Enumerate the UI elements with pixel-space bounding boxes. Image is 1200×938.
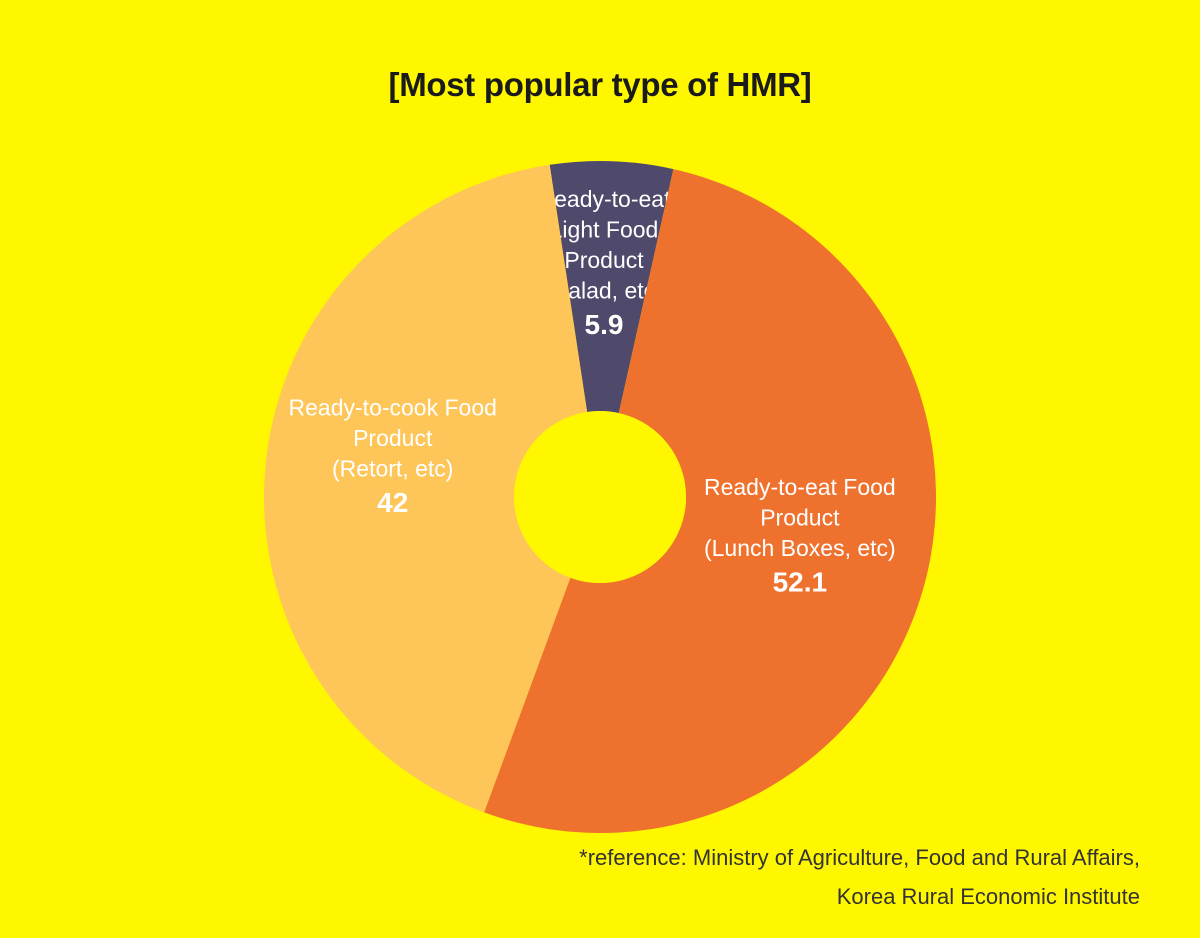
pie-slice-2 [484, 169, 937, 834]
slice-label-2: Ready-to-eat Food Product (Lunch Boxes, et… [704, 474, 896, 598]
slice-value-label: 52.1 [773, 567, 828, 598]
slice-label-line: (Lunch Boxes, etc) [704, 535, 896, 561]
reference-line-2: Korea Rural Economic Institute [836, 884, 1140, 909]
pie-slice-3 [264, 164, 588, 813]
slice-label-line: Product [353, 425, 433, 451]
slice-label-line: Product [564, 247, 644, 273]
slice-value-label: 5.9 [585, 309, 624, 340]
slice-label-line: Ready-to-cook Food [289, 394, 497, 420]
slice-label-line: (Retort, etc) [332, 455, 453, 481]
chart-title: [Most popular type of HMR] [388, 66, 812, 103]
slice-label-3: Ready-to-cook Food Product (Retort, etc) 42 [289, 394, 497, 517]
donut-hole [514, 411, 686, 583]
pie-slice-1 [549, 160, 674, 414]
slice-label-line: Light Food [550, 217, 659, 243]
slice-label-line: Ready-to-eat Food [704, 474, 896, 500]
slice-value-label: 42 [377, 487, 408, 518]
reference-line-1: *reference: Ministry of Agriculture, Foo… [579, 845, 1140, 870]
slice-label-line: Product [760, 505, 840, 531]
slice-label-line: Ready-to-eat [538, 186, 672, 212]
